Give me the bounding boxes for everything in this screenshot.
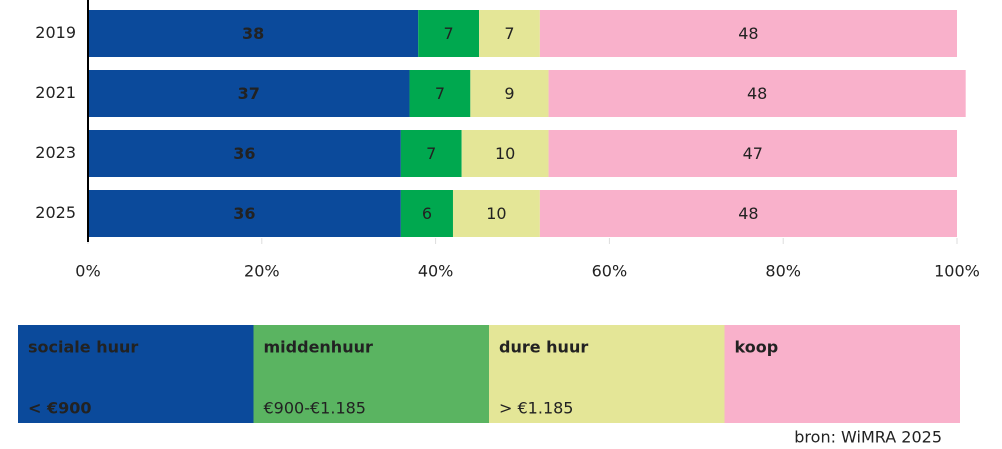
x-tick-label: 0% <box>75 262 100 281</box>
legend-box <box>489 325 725 423</box>
bar-segment <box>539 190 957 237</box>
value-label: 37 <box>238 84 260 103</box>
x-tick-label: 60% <box>592 262 628 281</box>
y-tick-label: 2019 <box>35 23 76 42</box>
x-tick-label: 100% <box>934 262 980 281</box>
bar-segment <box>539 10 957 57</box>
value-label: 10 <box>486 204 506 223</box>
value-label: 48 <box>747 84 767 103</box>
legend-name: koop <box>735 338 779 357</box>
x-tick-label: 80% <box>765 262 801 281</box>
legend-box <box>18 325 254 423</box>
value-label: 10 <box>495 144 515 163</box>
bar-segment <box>88 10 419 57</box>
bar-segment <box>548 130 957 177</box>
bar-segment <box>479 10 540 57</box>
value-label: 36 <box>233 204 255 223</box>
value-label: 7 <box>426 144 436 163</box>
source: bron: WiMRA 2025 <box>794 428 942 447</box>
bar-segment <box>470 70 549 117</box>
bar-segment <box>400 130 462 177</box>
legend-range: > €1.185 <box>499 399 573 418</box>
legend-name: middenhuur <box>264 338 373 357</box>
bar-segment <box>88 190 401 237</box>
legend-range: < €900 <box>28 399 92 418</box>
legend-box <box>724 325 960 423</box>
bar-segment <box>409 70 471 117</box>
y-tick-label: 2021 <box>35 83 76 102</box>
legend-name: dure huur <box>499 338 588 357</box>
bar-segment <box>88 70 410 117</box>
bar-segment <box>418 10 480 57</box>
legend-box <box>253 325 489 423</box>
bar-segment <box>452 190 540 237</box>
legend-name: sociale huur <box>28 338 138 357</box>
value-label: 47 <box>743 144 763 163</box>
bar-segment <box>548 70 966 117</box>
bar-segment <box>88 130 401 177</box>
value-label: 7 <box>435 84 445 103</box>
x-tick-label: 40% <box>418 262 454 281</box>
value-label: 9 <box>504 84 514 103</box>
x-tick-label: 20% <box>244 262 280 281</box>
value-label: 7 <box>444 24 454 43</box>
value-label: 6 <box>422 204 432 223</box>
bar-segment <box>400 190 453 237</box>
y-tick-label: 2023 <box>35 143 76 162</box>
value-label: 36 <box>233 144 255 163</box>
value-label: 7 <box>504 24 514 43</box>
value-label: 48 <box>738 204 758 223</box>
bar-segment <box>461 130 549 177</box>
value-label: 38 <box>242 24 264 43</box>
y-tick-label: 2025 <box>35 203 76 222</box>
legend-range: €900-€1.185 <box>264 399 366 418</box>
value-label: 48 <box>738 24 758 43</box>
